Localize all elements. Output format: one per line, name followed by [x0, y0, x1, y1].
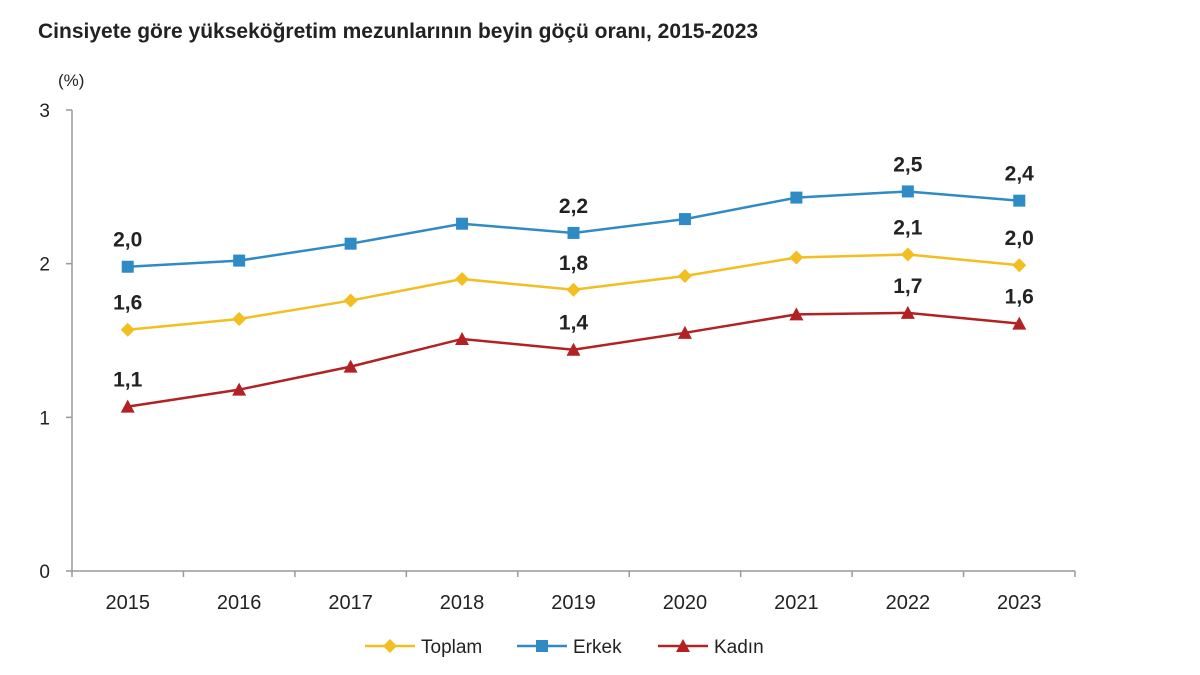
axes	[71, 110, 1075, 572]
data-label: 1,7	[893, 275, 922, 298]
data-point	[901, 185, 914, 198]
data-point	[120, 399, 135, 413]
data-point	[233, 254, 246, 267]
data-label: 2,1	[893, 216, 923, 239]
legend-item-kadın: Kadın	[658, 637, 764, 658]
data-label: 1,1	[113, 369, 143, 392]
legend: Toplam Erkek Kadın	[365, 637, 764, 658]
data-point	[232, 311, 247, 326]
y-axis-unit-label: (%)	[58, 71, 84, 90]
data-label: 2,2	[559, 195, 588, 218]
data-point	[343, 359, 358, 373]
x-tick-label: 2015	[105, 592, 150, 614]
data-label: 1,4	[559, 312, 589, 335]
data-labels: 1,6 1,8 2,1 2,0 2,0 2,2 2,5 2,4 1,1 1,4 1,7 1,6	[113, 153, 1034, 391]
data-point	[900, 305, 915, 319]
x-tick-label: 2019	[551, 592, 596, 614]
data-point	[232, 382, 247, 396]
legend-item-toplam: Toplam	[365, 637, 482, 658]
y-tick-label: 1	[39, 408, 50, 429]
data-label: 2,0	[1005, 227, 1034, 250]
y-tick-label: 3	[39, 101, 50, 122]
data-point	[677, 268, 692, 283]
x-tick-label: 2022	[886, 592, 931, 614]
data-point	[789, 307, 804, 321]
data-point	[1013, 194, 1026, 207]
data-point	[343, 293, 358, 308]
data-label: 2,0	[113, 229, 142, 252]
data-point	[566, 342, 581, 356]
data-label: 1,8	[559, 252, 589, 275]
data-point	[456, 217, 469, 230]
data-point	[567, 226, 580, 239]
x-tick-label: 2018	[440, 592, 485, 614]
data-point	[566, 282, 581, 297]
x-tick-label: 2021	[774, 592, 819, 614]
x-tick-label: 2017	[328, 592, 373, 614]
legend-marker	[676, 639, 690, 652]
x-tick-label: 2023	[997, 592, 1042, 614]
data-point	[120, 322, 135, 337]
x-tick-label: 2020	[663, 592, 708, 614]
x-axis-ticks: 2015 2016 2017 2018 2019 2020 2021 2022 2023	[71, 571, 1076, 614]
legend-marker	[536, 640, 548, 652]
data-label: 1,6	[113, 292, 142, 315]
data-label: 2,5	[893, 153, 923, 176]
series-layer	[120, 185, 1027, 413]
y-tick-label: 0	[39, 562, 50, 583]
legend-item-erkek: Erkek	[517, 637, 622, 658]
legend-label: Erkek	[573, 637, 622, 658]
data-point	[1012, 258, 1027, 273]
chart-title: Cinsiyete göre yükseköğretim mezunlarını…	[38, 20, 759, 43]
data-point	[790, 191, 803, 204]
data-point	[344, 237, 357, 250]
data-label: 2,4	[1005, 163, 1035, 186]
data-label: 1,6	[1005, 286, 1034, 309]
x-tick-label: 2016	[217, 592, 262, 614]
data-point	[678, 213, 691, 226]
data-point	[1012, 316, 1027, 330]
legend-label: Kadın	[714, 637, 764, 658]
legend-marker	[383, 639, 397, 653]
data-point	[789, 250, 804, 265]
data-point	[455, 272, 470, 287]
data-point	[121, 260, 134, 273]
y-axis-ticks: 0 1 2 3 (%)	[39, 71, 84, 583]
legend-label: Toplam	[421, 637, 482, 658]
data-point	[900, 247, 915, 262]
data-point	[677, 325, 692, 339]
y-tick-label: 2	[39, 255, 50, 276]
data-point	[455, 331, 470, 345]
